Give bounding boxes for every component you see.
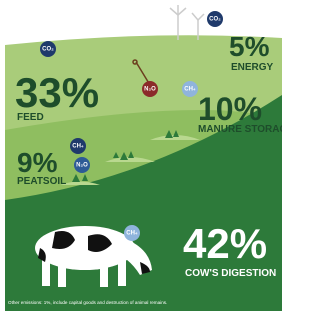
category-label: COW'S DIGESTION (185, 268, 276, 279)
infographic: 5%ENERGY 33%FEED 10%MANURE STORAGE 9%PEATSO… (0, 0, 282, 311)
molecule-label: CH₄ (126, 231, 138, 237)
category-label: MANURE STORAGE (198, 124, 282, 135)
category-label: ENERGY (231, 62, 274, 73)
molecule-label: CH₄ (72, 144, 84, 150)
category-label: PEATSOIL (17, 176, 66, 187)
molecule-label: N₂O (144, 87, 156, 93)
percentage: 33% (15, 69, 99, 116)
molecule-label: N₂O (76, 163, 88, 169)
percentage: 10% (198, 91, 262, 127)
category-label: FEED (17, 112, 44, 123)
percentage: 42% (183, 220, 267, 267)
molecule-label: CH₄ (184, 87, 196, 93)
percentage: 5% (229, 31, 270, 62)
molecule-label: CO₂ (42, 47, 54, 53)
footnote: Other emissions: 1%, include capital goo… (8, 300, 167, 305)
molecule-label: CO₂ (209, 17, 221, 23)
percentage: 9% (17, 147, 58, 178)
